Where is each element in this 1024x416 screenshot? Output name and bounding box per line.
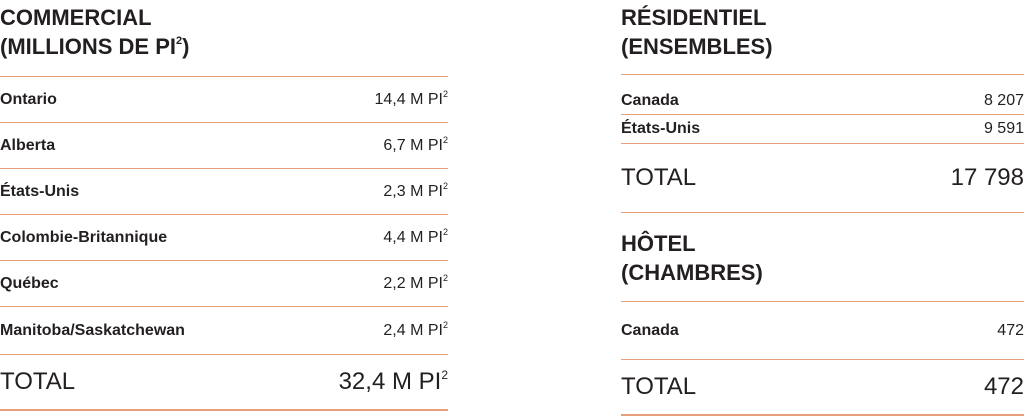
row-label: Québec xyxy=(0,274,59,292)
table-row: Canada 472 xyxy=(621,302,1024,359)
divider xyxy=(0,260,448,261)
row-value: 4,4 M PI2 xyxy=(383,226,448,246)
total-label: TOTAL xyxy=(621,164,697,191)
divider xyxy=(0,168,448,169)
row-label: Manitoba/Saskatchewan xyxy=(0,321,185,339)
total-value: 32,4 M PI2 xyxy=(338,368,448,395)
right-column: RÉSIDENTIEL (ENSEMBLES) Canada 8 207 Éta… xyxy=(621,0,1024,416)
row-value: 14,4 M PI2 xyxy=(374,88,449,108)
hotel-total-row: TOTAL 472 xyxy=(621,360,1024,414)
row-value: 2,2 M PI2 xyxy=(383,272,448,292)
row-label: États-Unis xyxy=(0,182,80,200)
row-label: Colombie-Britannique xyxy=(0,228,168,246)
residentiel-heading: RÉSIDENTIEL (ENSEMBLES) xyxy=(621,0,1024,69)
row-value: 472 xyxy=(997,321,1024,339)
total-value: 472 xyxy=(983,373,1024,400)
divider xyxy=(621,301,1024,302)
commercial-section: COMMERCIAL (MILLIONS DE PI2) Ontario 14,… xyxy=(0,0,448,411)
divider xyxy=(0,214,448,215)
hotel-heading: HÔTEL (CHAMBRES) xyxy=(621,213,1024,295)
residentiel-section: RÉSIDENTIEL (ENSEMBLES) Canada 8 207 Éta… xyxy=(621,0,1024,213)
row-label: Ontario xyxy=(0,90,57,108)
total-label: TOTAL xyxy=(0,368,76,395)
commercial-title-line2: (MILLIONS DE PI2) xyxy=(0,34,190,59)
commercial-title-line1: COMMERCIAL xyxy=(0,5,152,30)
table-row: Alberta 6,7 M PI2 xyxy=(0,123,448,168)
table-row: Colombie-Britannique 4,4 M PI2 xyxy=(0,215,448,260)
divider xyxy=(621,143,1024,144)
divider xyxy=(0,306,448,307)
total-label: TOTAL xyxy=(621,373,697,400)
commercial-heading: COMMERCIAL (MILLIONS DE PI2) xyxy=(0,0,448,69)
divider xyxy=(0,76,448,77)
table-row: Canada 8 207 xyxy=(621,75,1024,114)
row-value: 6,7 M PI2 xyxy=(383,134,448,154)
divider xyxy=(0,122,448,123)
divider xyxy=(621,212,1024,213)
residentiel-total-row: TOTAL 17 798 xyxy=(621,144,1024,212)
divider xyxy=(621,114,1024,115)
total-value: 17 798 xyxy=(950,164,1024,191)
divider xyxy=(0,354,448,355)
row-value: 8 207 xyxy=(983,92,1024,109)
divider xyxy=(0,409,448,411)
row-label: Alberta xyxy=(0,136,56,154)
residentiel-title-line2: (ENSEMBLES) xyxy=(621,34,773,59)
table-row: Manitoba/Saskatchewan 2,4 M PI2 xyxy=(0,307,448,354)
table-row: Québec 2,2 M PI2 xyxy=(0,261,448,306)
table-row: États-Unis 9 591 xyxy=(621,115,1024,143)
row-label: États-Unis xyxy=(621,120,701,137)
row-label: Canada xyxy=(621,92,679,109)
table-row: Ontario 14,4 M PI2 xyxy=(0,77,448,122)
divider xyxy=(621,359,1024,360)
row-value: 2,4 M PI2 xyxy=(383,319,448,339)
divider xyxy=(621,74,1024,75)
row-value: 9 591 xyxy=(983,120,1024,137)
table-row: États-Unis 2,3 M PI2 xyxy=(0,169,448,214)
hotel-title-line1: HÔTEL xyxy=(621,231,696,256)
row-label: Canada xyxy=(621,321,679,339)
hotel-section: HÔTEL (CHAMBRES) Canada 472 TOTAL 472 xyxy=(621,213,1024,416)
row-value: 2,3 M PI2 xyxy=(383,180,448,200)
hotel-title-line2: (CHAMBRES) xyxy=(621,260,763,285)
residentiel-title-line1: RÉSIDENTIEL xyxy=(621,5,767,30)
commercial-total-row: TOTAL 32,4 M PI2 xyxy=(0,355,448,409)
